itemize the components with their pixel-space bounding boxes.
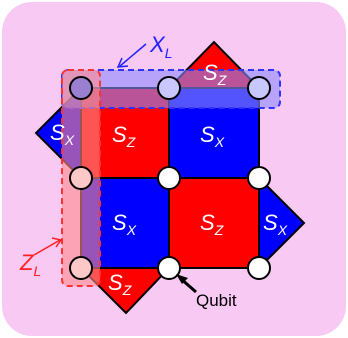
qubit: [157, 76, 181, 100]
qubit: [247, 76, 271, 100]
logical-x-arrow: [116, 43, 147, 68]
plaquette-z-bottom-right: [168, 177, 260, 269]
svg-text:SX: SX: [200, 122, 225, 150]
logical-z-arrow: [33, 237, 63, 256]
qubit-pointed: [157, 256, 181, 280]
label-sz-top-left: SZ: [112, 122, 136, 150]
label-sz-top: SZ: [203, 60, 227, 88]
qubit: [69, 256, 93, 280]
label-sx-bottom-left: SX: [112, 210, 137, 238]
svg-text:ZL: ZL: [19, 250, 41, 279]
qubit: [69, 166, 93, 190]
label-sx-top-right: SX: [200, 122, 225, 150]
qubit-pointer-arrow: [176, 274, 197, 294]
svg-text:SZ: SZ: [108, 270, 132, 298]
svg-text:SX: SX: [263, 210, 288, 238]
label-sz-bottom-right: SZ: [200, 210, 224, 238]
label-sz-bottom: SZ: [108, 270, 132, 298]
logical-z-label: ZL: [19, 250, 41, 279]
label-sx-left: SX: [50, 120, 75, 148]
svg-text:SX: SX: [112, 210, 137, 238]
qubit: [247, 256, 271, 280]
svg-text:SX: SX: [50, 120, 75, 148]
qubit: [157, 166, 181, 190]
svg-text:SZ: SZ: [112, 122, 136, 150]
logical-x-label: XL: [149, 32, 172, 61]
qubit-label: Qubit: [196, 291, 237, 310]
qubit: [69, 76, 93, 100]
svg-text:SZ: SZ: [200, 210, 224, 238]
svg-text:XL: XL: [149, 32, 172, 61]
svg-text:SZ: SZ: [203, 60, 227, 88]
qubit: [247, 166, 271, 190]
label-sx-right: SX: [263, 210, 288, 238]
